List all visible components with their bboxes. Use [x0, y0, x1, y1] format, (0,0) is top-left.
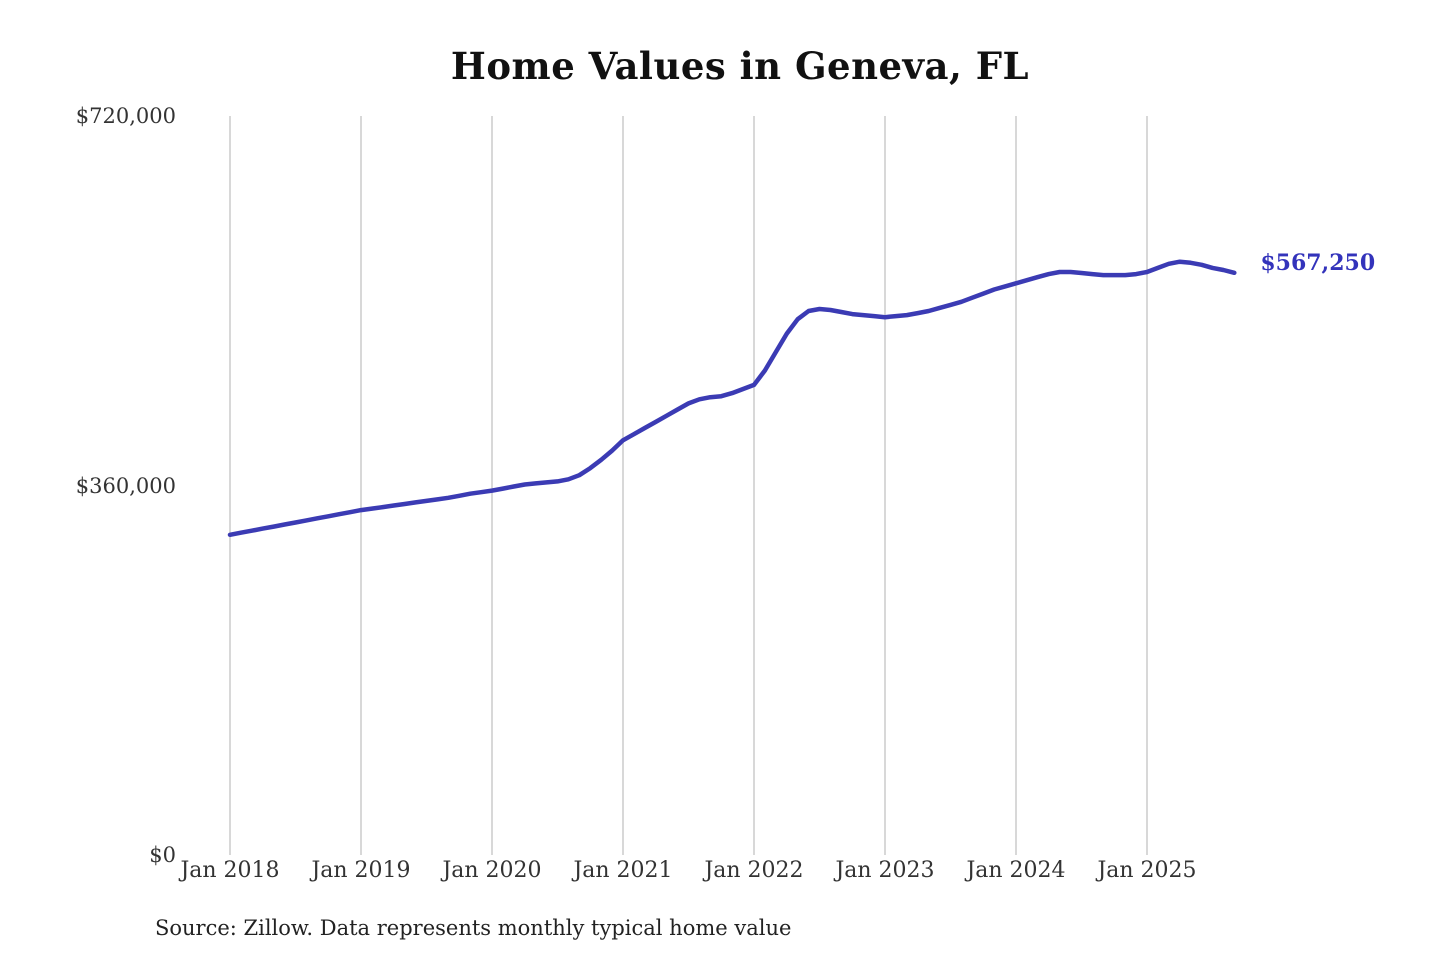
x-axis-label: Jan 2021 — [573, 858, 673, 883]
x-axis-label: Jan 2022 — [704, 858, 804, 883]
x-axis-label: Jan 2019 — [311, 858, 411, 883]
x-axis-label: Jan 2023 — [835, 858, 935, 883]
home-value-series-line — [227, 259, 1237, 538]
y-axis-label: $720,000 — [75, 104, 176, 128]
x-axis-label: Jan 2020 — [442, 858, 542, 883]
x-axis-label: Jan 2018 — [180, 858, 280, 883]
y-axis-label: $360,000 — [75, 473, 176, 498]
x-axis-label: Jan 2024 — [966, 858, 1066, 883]
x-axis-label: Jan 2025 — [1097, 858, 1197, 883]
y-axis-label: $0 — [149, 843, 176, 867]
chart-title: Home Values in Geneva, FL — [450, 44, 1030, 88]
end-value-label: $567,250 — [1260, 249, 1376, 276]
source-note: Source: Zillow. Data represents monthly … — [155, 916, 792, 940]
